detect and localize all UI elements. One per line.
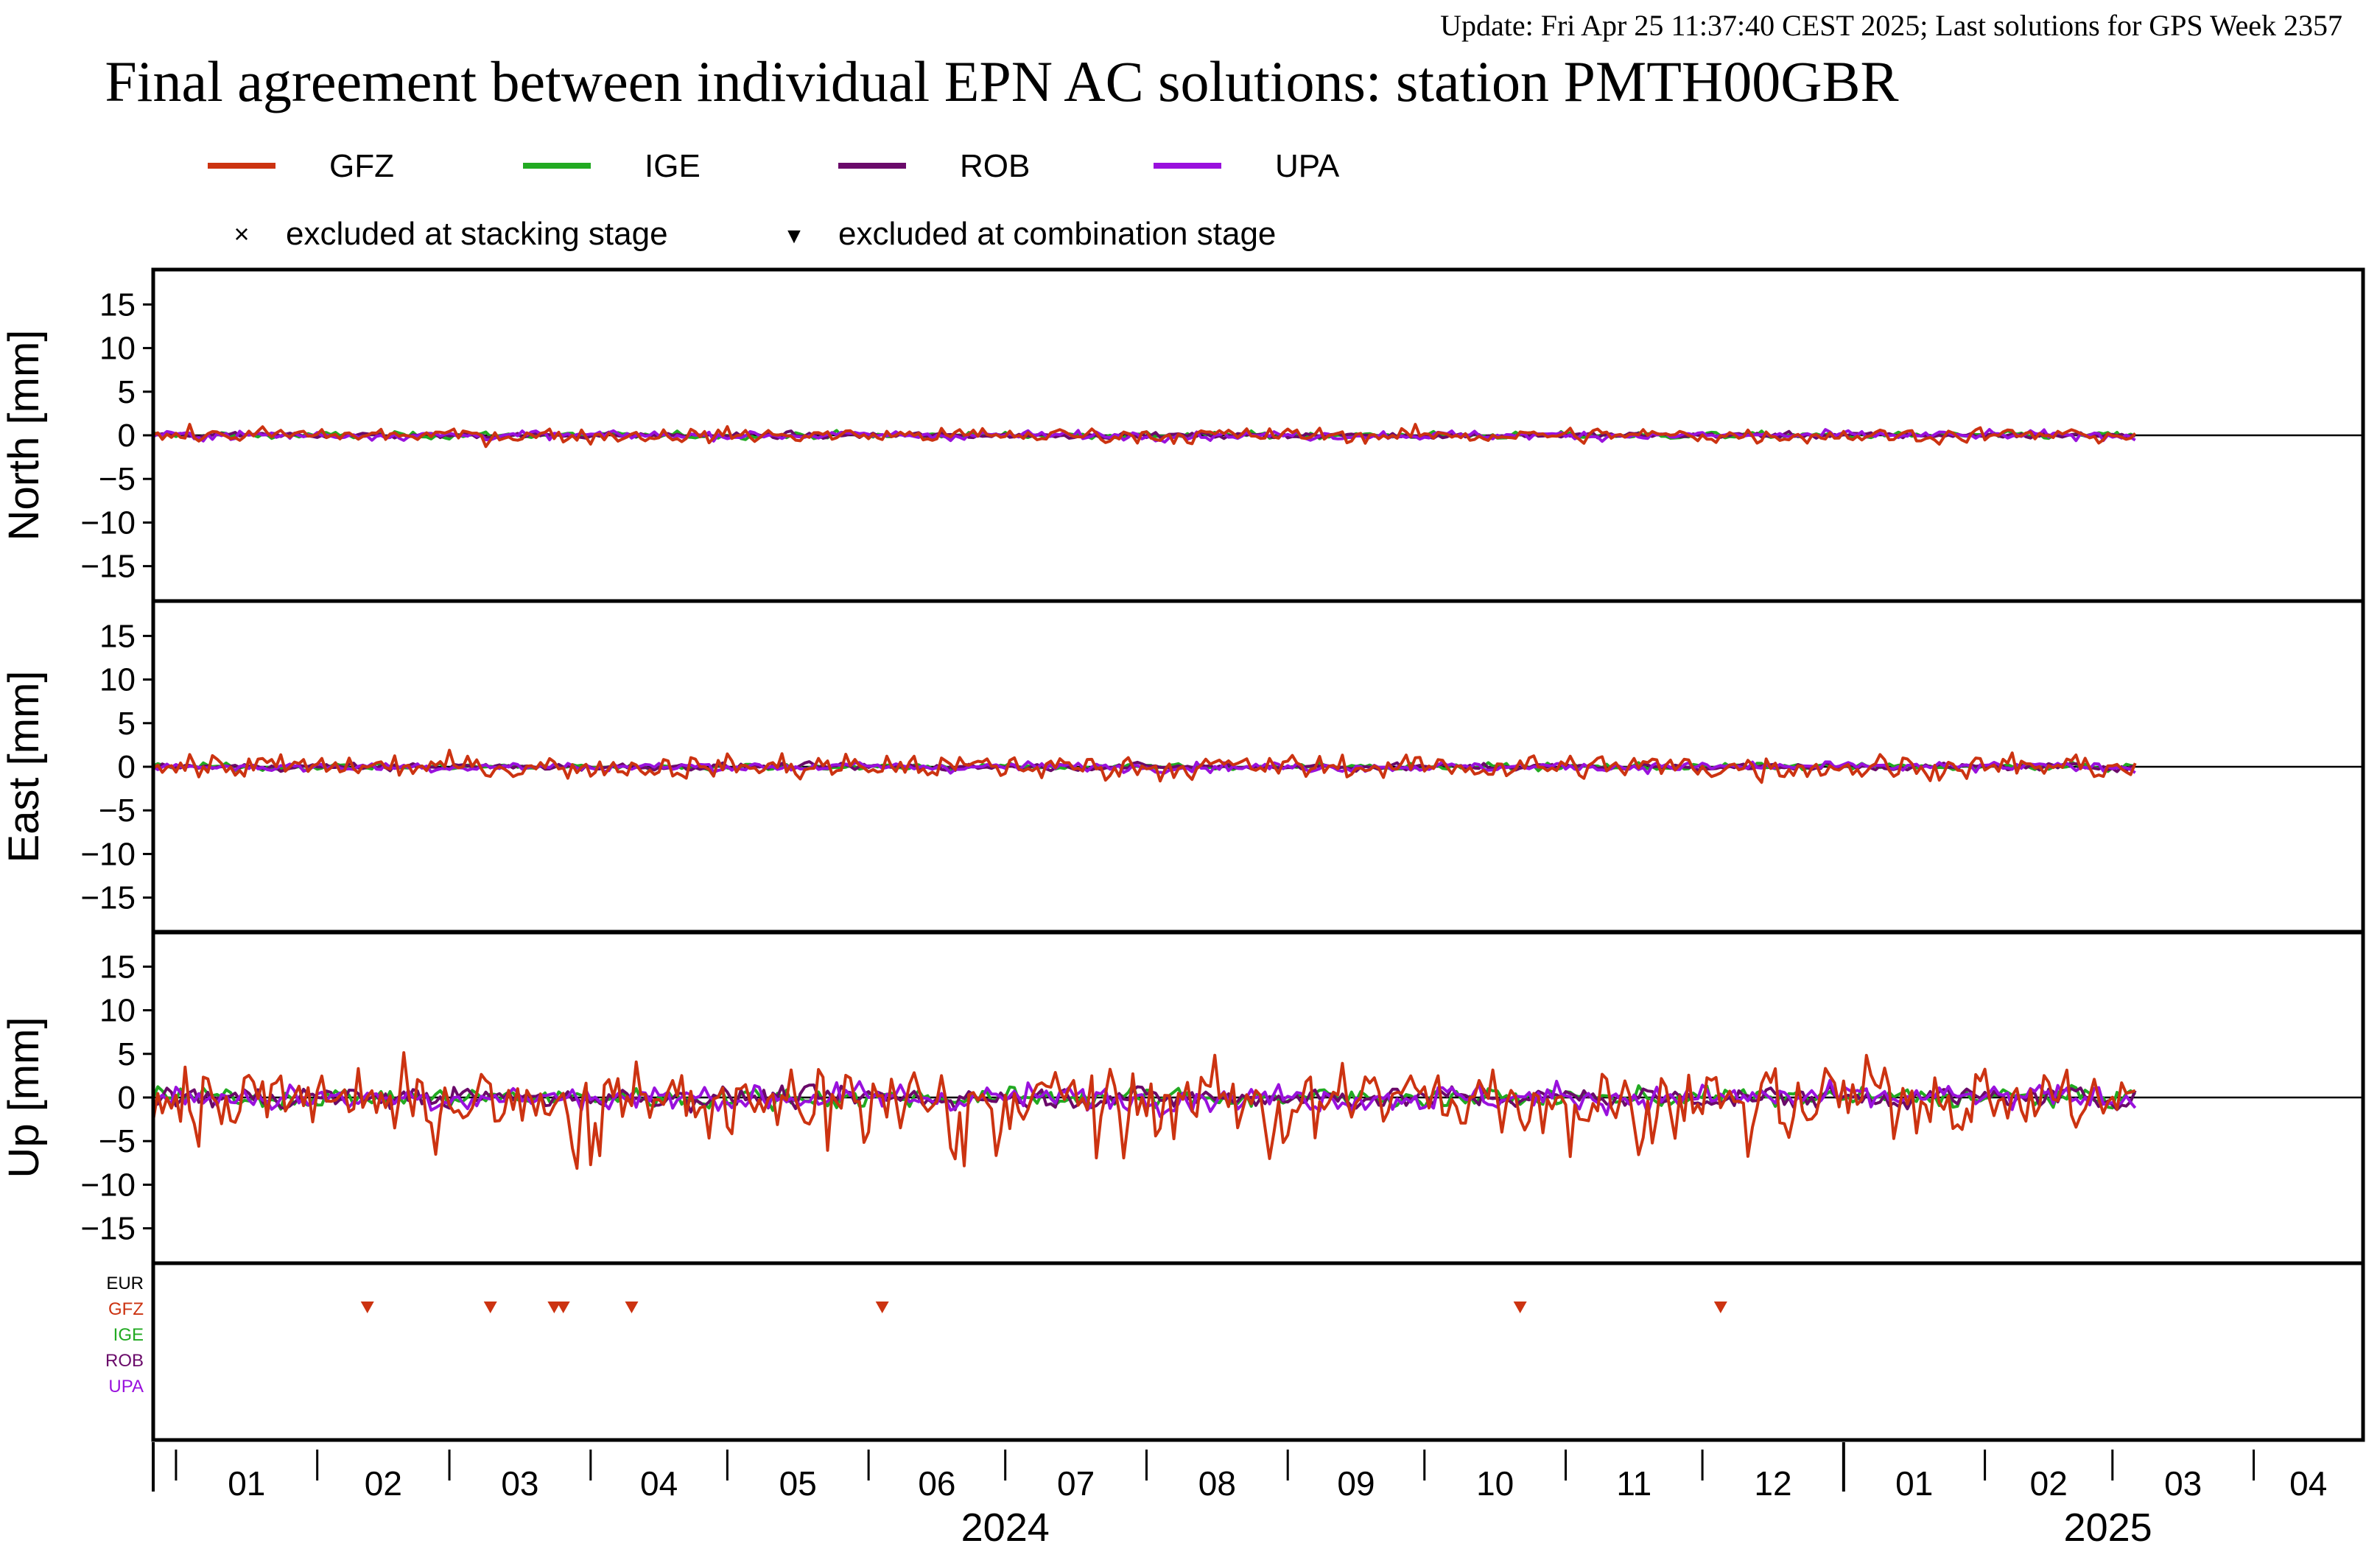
exclusion-row-label-gfz: GFZ: [108, 1299, 144, 1319]
legend-combination-label: excluded at combination stage: [838, 216, 1276, 252]
legend-cross-icon: ×: [234, 219, 249, 249]
month-label: 06: [918, 1464, 955, 1503]
y-tick-label: −15: [80, 549, 136, 585]
legend-triangle-icon: ▼: [783, 224, 805, 248]
chart-panels: −15 −10 −5 0 5 10 15 North [mm] −15 −10 −5 0 5 10 15 Ea…: [0, 267, 2365, 1442]
y-tick-label: 0: [118, 1080, 136, 1116]
month-label: 01: [1895, 1464, 1933, 1503]
y-tick-label: 5: [118, 374, 136, 410]
month-label: 07: [1057, 1464, 1095, 1503]
month-label: 04: [2289, 1464, 2327, 1503]
y-tick-label: −5: [99, 1123, 136, 1159]
y-axis-label: Up [mm]: [0, 1016, 48, 1178]
y-tick-label: 10: [99, 331, 136, 367]
month-label: 02: [365, 1464, 402, 1503]
month-label: 11: [1616, 1464, 1651, 1503]
month-label: 09: [1337, 1464, 1375, 1503]
y-tick-label: −15: [80, 880, 136, 916]
y-tick-label: −10: [80, 1167, 136, 1203]
exclusion-panel: EUR GFZ IGE ROB UPA: [105, 1261, 2365, 1442]
exclusion-row-label-rob: ROB: [105, 1351, 144, 1371]
series-line-gfz: [152, 423, 2137, 449]
panel-north: −15 −10 −5 0 5 10 15 North [mm]: [0, 267, 2365, 603]
exclusion-frame: [151, 1261, 2365, 1442]
y-tick-label: 15: [99, 287, 136, 323]
month-label: 12: [1754, 1464, 1791, 1503]
year-label-2024: 2024: [961, 1506, 1050, 1545]
excluded-marker-gfz: [1713, 1302, 1727, 1313]
y-tick-label: −5: [99, 793, 136, 829]
excluded-marker-gfz: [556, 1302, 570, 1313]
excluded-marker-gfz: [360, 1302, 374, 1313]
y-tick-label: 0: [118, 418, 136, 454]
y-tick-label: −5: [99, 461, 136, 497]
excluded-marker-gfz: [547, 1302, 561, 1313]
exclusion-row-label-upa: UPA: [108, 1377, 144, 1397]
panel-east: −15 −10 −5 0 5 10 15 East [mm]: [0, 599, 2365, 935]
month-label: 04: [640, 1464, 678, 1503]
legend-label-gfz: GFZ: [329, 148, 394, 184]
legend: GFZ IGE ROB UPA × excluded at stacking stage ▼…: [208, 148, 1340, 252]
excluded-marker-gfz: [1513, 1302, 1527, 1313]
y-tick-label: −15: [80, 1211, 136, 1247]
y-tick-label: 5: [118, 706, 136, 742]
y-tick-label: 5: [118, 1036, 136, 1072]
y-tick-label: 15: [99, 618, 136, 654]
excluded-marker-gfz: [625, 1302, 639, 1313]
month-label: 01: [228, 1464, 265, 1503]
y-axis-label: East [mm]: [0, 670, 48, 863]
exclusion-row-label-eur: EUR: [106, 1274, 144, 1293]
y-axis-label: North [mm]: [0, 330, 48, 541]
exclusion-row-label-ige: IGE: [113, 1325, 144, 1345]
panel-up: −15 −10 −5 0 5 10 15 Up [mm]: [0, 930, 2365, 1265]
y-tick-label: 0: [118, 749, 136, 785]
excluded-marker-gfz: [875, 1302, 889, 1313]
y-tick-label: 10: [99, 993, 136, 1029]
legend-stacking-label: excluded at stacking stage: [286, 216, 668, 252]
legend-label-rob: ROB: [960, 148, 1030, 184]
legend-label-upa: UPA: [1275, 148, 1340, 184]
chart-title: Final agreement between individual EPN A…: [105, 49, 1898, 113]
month-label: 03: [501, 1464, 538, 1503]
update-line: Update: Fri Apr 25 11:37:40 CEST 2025; L…: [1440, 9, 2342, 42]
month-label: 05: [779, 1464, 817, 1503]
year-label-2025: 2025: [2064, 1506, 2152, 1545]
month-label: 02: [2030, 1464, 2068, 1503]
month-label: 03: [2164, 1464, 2202, 1503]
series-line-gfz: [152, 748, 2137, 784]
month-label: 08: [1198, 1464, 1236, 1503]
y-tick-label: 15: [99, 949, 136, 985]
x-axis: 01 02 03 04 05 06 07 08 09 10 11 12 01 02 03 04 2024 2025: [152, 1442, 2327, 1549]
y-tick-label: −10: [80, 836, 136, 872]
excluded-marker-gfz: [483, 1302, 497, 1313]
series-line-gfz: [152, 1051, 2136, 1170]
y-tick-label: −10: [80, 505, 136, 541]
month-label: 10: [1476, 1464, 1514, 1503]
y-tick-label: 10: [99, 662, 136, 698]
legend-label-ige: IGE: [645, 148, 701, 184]
